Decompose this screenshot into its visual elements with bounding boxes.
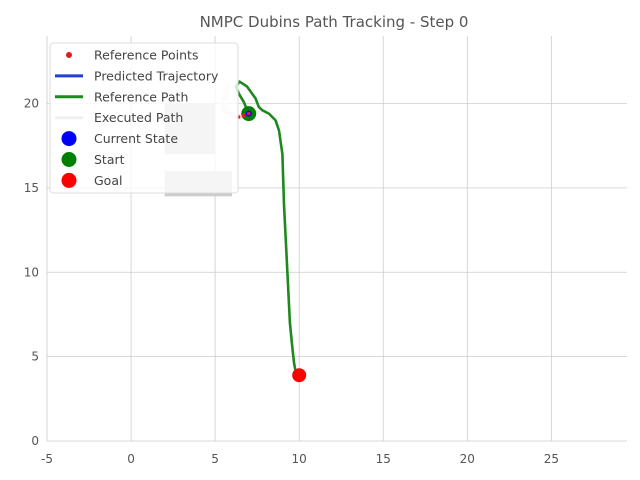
x-tick-label: 5 [211,452,219,466]
y-tick-label: 15 [24,181,39,195]
chart-title: NMPC Dubins Path Tracking - Step 0 [200,13,469,31]
y-tick-label: 20 [24,97,39,111]
x-tick-label: 10 [292,452,307,466]
x-tick-label: 20 [460,452,475,466]
legend-label: Current State [94,131,178,146]
legend-marker [61,131,77,147]
reference-point [241,113,246,118]
legend-label: Reference Path [94,89,188,104]
y-tick-label: 10 [24,265,39,279]
legend-label: Start [94,152,125,167]
legend-label: Reference Points [94,48,198,63]
legend-label: Goal [94,173,122,188]
legend-label: Executed Path [94,110,183,125]
x-tick-label: 15 [376,452,391,466]
legend-marker [66,52,72,58]
goal-marker [292,368,307,383]
series-reference-path [234,80,301,377]
legend: Reference Points Predicted Trajectory Refe… [49,42,239,194]
legend-label: Predicted Trajectory [94,68,219,83]
x-tick-label: 25 [544,452,559,466]
y-tick-label: 5 [31,350,39,364]
x-tick-label: -5 [41,452,53,466]
y-tick-label: 0 [31,434,39,448]
x-tick-label: 0 [127,452,135,466]
legend-marker [61,152,77,167]
reference-point [246,111,251,116]
markers [236,106,307,383]
legend-box [49,42,239,194]
legend-marker [61,172,77,188]
